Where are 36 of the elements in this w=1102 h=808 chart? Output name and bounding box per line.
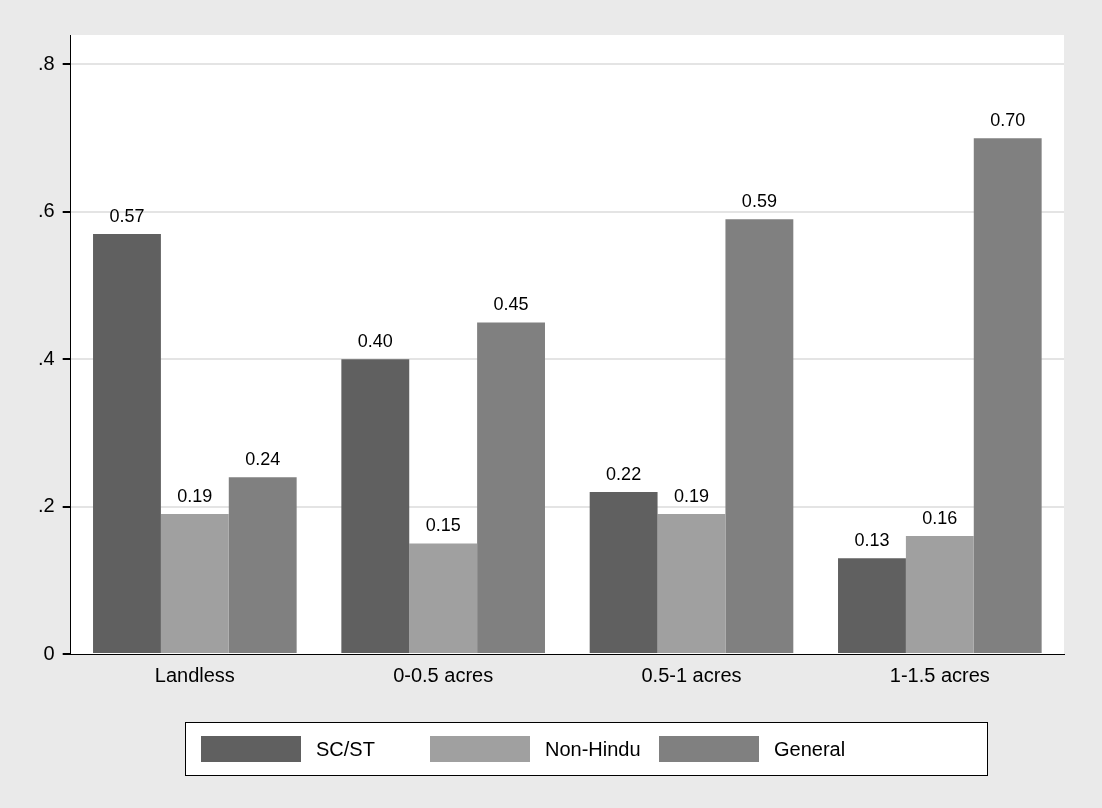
bar [905, 536, 974, 653]
bar [409, 543, 478, 653]
bar [973, 138, 1042, 653]
data-label: 0.45 [493, 294, 529, 315]
legend-label: General [774, 737, 846, 761]
legend-label: SC/ST [316, 737, 375, 761]
y-tick-label: .6 [37, 199, 55, 222]
data-label: 0.22 [606, 463, 642, 484]
legend-label: Non-Hindu [545, 737, 641, 761]
y-tick-label: .4 [37, 346, 55, 369]
data-label: 0.40 [357, 331, 393, 352]
bar [589, 491, 658, 653]
bar [341, 359, 410, 653]
data-label: 0.59 [741, 191, 777, 212]
y-tick-label: 0 [43, 641, 55, 664]
bar [725, 219, 794, 653]
y-tick-label: .8 [37, 51, 55, 74]
data-label: 0.57 [109, 205, 145, 226]
data-label: 0.19 [177, 485, 213, 506]
bar [93, 233, 161, 653]
x-tick-label: Landless [154, 663, 235, 686]
data-label: 0.70 [990, 110, 1026, 131]
y-tick-label: .2 [37, 494, 55, 517]
bar [228, 477, 297, 653]
bar [477, 322, 545, 653]
bar [160, 513, 229, 653]
data-label: 0.16 [922, 508, 958, 529]
x-tick-label: 0.5-1 acres [641, 663, 742, 686]
data-label: 0.19 [673, 485, 710, 506]
data-label: 0.15 [425, 515, 461, 536]
x-tick-label: 1-1.5 acres [889, 663, 990, 686]
bar [657, 513, 726, 653]
bar [838, 558, 906, 653]
data-label: 0.13 [854, 530, 890, 551]
data-label: 0.24 [245, 449, 281, 470]
x-tick-label: 0-0.5 acres [393, 663, 494, 686]
